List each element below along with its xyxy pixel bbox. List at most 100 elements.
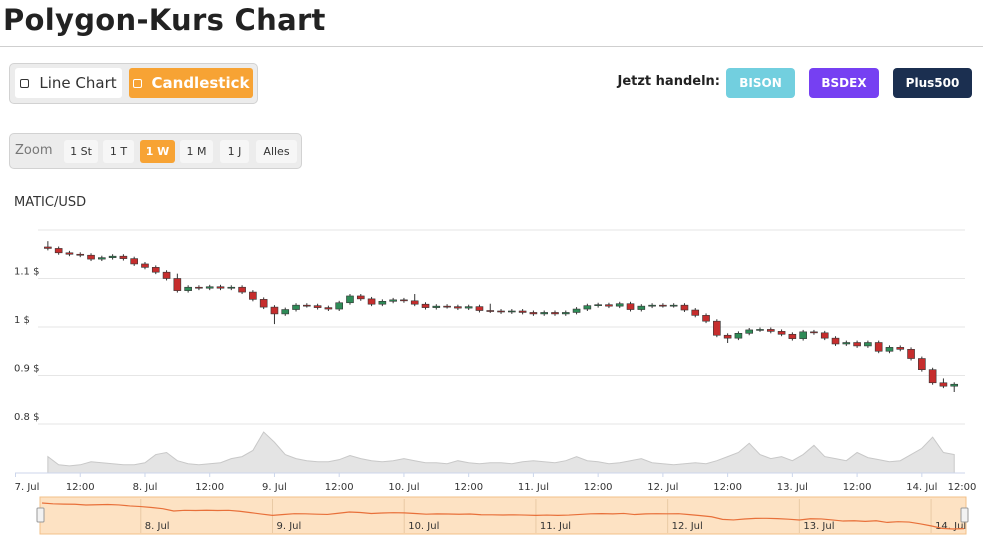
candle-body: [766, 329, 775, 332]
candle-body: [799, 331, 807, 339]
candle-body: [551, 312, 559, 315]
candle-body: [896, 347, 905, 350]
candle-body: [702, 315, 710, 322]
candle-body: [529, 312, 538, 315]
candle-body: [572, 308, 581, 313]
x-tick-label: 11. Jul: [518, 482, 549, 493]
navigator-line: [41, 502, 965, 530]
candle-body: [324, 307, 333, 310]
x-tick-label: 7. Jul: [15, 482, 40, 493]
candle-body: [928, 369, 937, 384]
icon: [132, 78, 142, 88]
broker-button[interactable]: Plus500: [893, 68, 972, 98]
candle-body: [626, 303, 635, 310]
candle-body: [410, 300, 419, 305]
candle-body: [820, 332, 829, 339]
navigator-label: 10. Jul: [408, 521, 439, 532]
icon: [20, 78, 30, 88]
candle-body: [270, 306, 279, 315]
candle-body: [497, 310, 505, 313]
x-tick-label: 14. Jul: [906, 482, 937, 493]
candle-body: [303, 304, 311, 307]
candle-body: [400, 299, 408, 302]
page-title: Polygon-Kurs Chart: [3, 3, 326, 37]
candle-body: [141, 263, 149, 268]
zoom-button[interactable]: 1 W: [140, 140, 175, 163]
candle-body: [615, 303, 624, 307]
candle-body: [669, 304, 678, 307]
candle-body: [810, 331, 818, 334]
candle-body: [87, 254, 95, 260]
navigator-handle[interactable]: [960, 507, 969, 523]
trade-label: Jetzt handeln:: [617, 74, 721, 89]
candle-body: [335, 302, 343, 310]
candle-body: [205, 286, 214, 289]
candle-body: [281, 309, 290, 315]
candle-body: [313, 305, 322, 308]
candle-body: [54, 248, 63, 254]
candle-body: [184, 286, 192, 291]
candle-body: [195, 286, 203, 289]
candle-body: [249, 291, 257, 300]
candle-body: [367, 298, 376, 305]
zoom-button[interactable]: Alles: [256, 140, 297, 163]
candle-body: [486, 310, 495, 312]
x-tick-label: 12:00: [195, 482, 224, 493]
broker-button[interactable]: BSDEX: [809, 68, 879, 98]
x-tick-label: 12. Jul: [647, 482, 678, 493]
zoom-button[interactable]: 1 M: [180, 140, 213, 163]
candle-body: [907, 349, 915, 359]
switch-button[interactable]: Line Chart: [15, 68, 122, 98]
candle-body: [594, 304, 602, 306]
candle-body: [885, 347, 894, 352]
candle-body: [745, 329, 754, 334]
zoom-button[interactable]: 1 T: [103, 140, 134, 163]
candle-body: [842, 342, 851, 345]
y-tick-label: 0.8 $: [14, 412, 39, 423]
zoom-button[interactable]: 1 J: [220, 140, 249, 163]
x-tick-label: 13. Jul: [777, 482, 808, 493]
switch-button[interactable]: Candlestick: [129, 68, 253, 98]
candle-body: [76, 253, 85, 256]
candle-body: [173, 278, 182, 291]
candle-body: [874, 342, 883, 352]
y-tick-label: 1 $: [14, 315, 30, 326]
candle-body: [464, 306, 473, 309]
candle-body: [508, 310, 516, 313]
x-tick-label: 12:00: [843, 482, 872, 493]
broker-button[interactable]: BISON: [726, 68, 795, 98]
candle-body: [389, 299, 397, 302]
candle-body: [454, 306, 462, 309]
candle-body: [98, 257, 106, 260]
x-tick-label: 8. Jul: [133, 482, 158, 493]
navigator-label: 12. Jul: [672, 521, 703, 532]
candle-body: [259, 299, 268, 308]
x-tick-label: 12:00: [584, 482, 613, 493]
chart-switch: Line Chart Candlestick: [9, 63, 258, 104]
zoom-button[interactable]: 1 St: [64, 140, 98, 163]
candle-body: [227, 286, 236, 289]
candle-body: [475, 306, 484, 311]
candle-body: [216, 286, 225, 289]
candle-body: [939, 382, 948, 387]
x-tick-label: 10. Jul: [388, 482, 419, 493]
x-tick-label: 12:00: [713, 482, 742, 493]
candle-body: [918, 358, 926, 370]
candle-body: [119, 255, 128, 259]
candle-body: [605, 304, 613, 307]
header-rule: [0, 46, 983, 47]
candle-body: [723, 334, 732, 339]
candle-body: [432, 305, 441, 308]
y-tick-label: 1.1 $: [14, 267, 39, 278]
navigator-handle[interactable]: [36, 507, 45, 523]
candle-body: [130, 258, 138, 265]
candle-body: [346, 295, 354, 304]
candle-body: [378, 300, 387, 305]
candle-body: [238, 286, 246, 293]
candle-body: [648, 304, 656, 307]
candle-body: [777, 331, 786, 335]
candle-body: [713, 320, 721, 336]
